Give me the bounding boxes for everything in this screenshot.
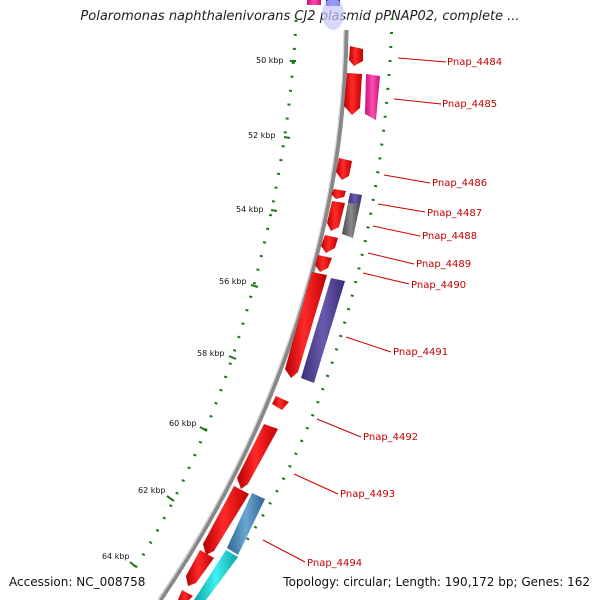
leader-4494 [262,539,306,563]
tick-label-64: 64 kbp [102,552,130,561]
leader-4490 [362,272,410,285]
leader-4491 [345,336,392,353]
cds-forward-strand [178,46,363,600]
gene-labels: Pnap_4484 Pnap_4485 Pnap_4486 Pnap_4487 … [307,57,502,569]
cds-arrow-4493 [237,424,278,489]
gene-label-4488: Pnap_4488 [422,231,477,242]
tick-mark-58 [228,355,237,360]
tick-mark-62 [166,495,175,502]
gene-label-4486: Pnap_4486 [432,178,487,189]
leader-4493 [293,473,339,495]
feature-gray-4488 [342,203,360,238]
leader-4492 [316,418,362,438]
gene-label-4487: Pnap_4487 [427,208,482,219]
feature-cyan-4495 [194,550,238,600]
gene-label-4494: Pnap_4494 [307,558,362,569]
leader-4486 [383,174,431,184]
gene-label-4492: Pnap_4492 [363,432,418,443]
cds-arrow-4486 [336,158,352,180]
leader-4488 [372,225,421,237]
gene-label-4490: Pnap_4490 [411,280,466,291]
feature-slate-4487 [348,193,362,205]
cds-arrow-4495 [186,550,214,586]
scale-ticks: 50 kbp 52 kbp 54 kbp 56 kbp 58 kbp 60 kb… [102,56,296,568]
tick-label-54: 54 kbp [236,205,264,214]
tick-label-62: 62 kbp [138,486,166,495]
feature-slate-4491 [301,278,345,383]
gc-skew-dots [245,17,394,541]
gene-label-4489: Pnap_4489 [416,259,471,270]
tick-label-56: 56 kbp [219,277,247,286]
label-leaders [262,57,447,563]
feature-magenta-4485 [365,74,380,120]
gene-label-4484: Pnap_4484 [447,57,502,68]
gene-label-4485: Pnap_4485 [442,99,497,110]
feature-top-halo [322,0,344,30]
cds-arrow-4496 [178,590,193,600]
tick-mark-64 [129,561,137,568]
cds-arrow-4489 [321,235,338,253]
tick-label-60: 60 kbp [169,419,197,428]
cds-arrow-4484 [349,46,363,66]
leader-4489 [367,252,415,265]
cds-other-features [194,74,380,600]
tick-label-58: 58 kbp [197,349,225,358]
topology-info: Topology: circular; Length: 190,172 bp; … [283,575,590,589]
cds-arrow-4490 [315,255,332,272]
gene-label-4493: Pnap_4493 [340,489,395,500]
cds-arrow-4487 [331,189,346,199]
leader-4487 [377,203,426,213]
map-title: Polaromonas naphthalenivorans CJ2 plasmi… [80,9,520,24]
gene-label-4491: Pnap_4491 [393,347,448,358]
feature-top-magenta [307,0,321,5]
cds-arrow-4494 [203,486,249,555]
backbone-ring-highlight [157,29,345,600]
tick-mark-52 [283,136,291,139]
backbone-ring [157,29,349,600]
tick-label-52: 52 kbp [248,131,276,140]
tick-mark-60 [199,426,208,432]
cds-arrow-4491 [285,272,327,378]
tick-mark-56 [250,284,259,288]
tick-mark-54 [270,209,278,212]
tick-label-50: 50 kbp [256,56,284,65]
cds-arrow-4485 [344,73,362,115]
leader-4485 [393,98,442,105]
leader-4484 [397,57,447,63]
cds-arrow-4492 [272,396,289,410]
feature-steel-4494 [227,493,265,555]
accession-info: Accession: NC_008758 [9,575,146,589]
cds-arrow-4488 [327,201,345,231]
